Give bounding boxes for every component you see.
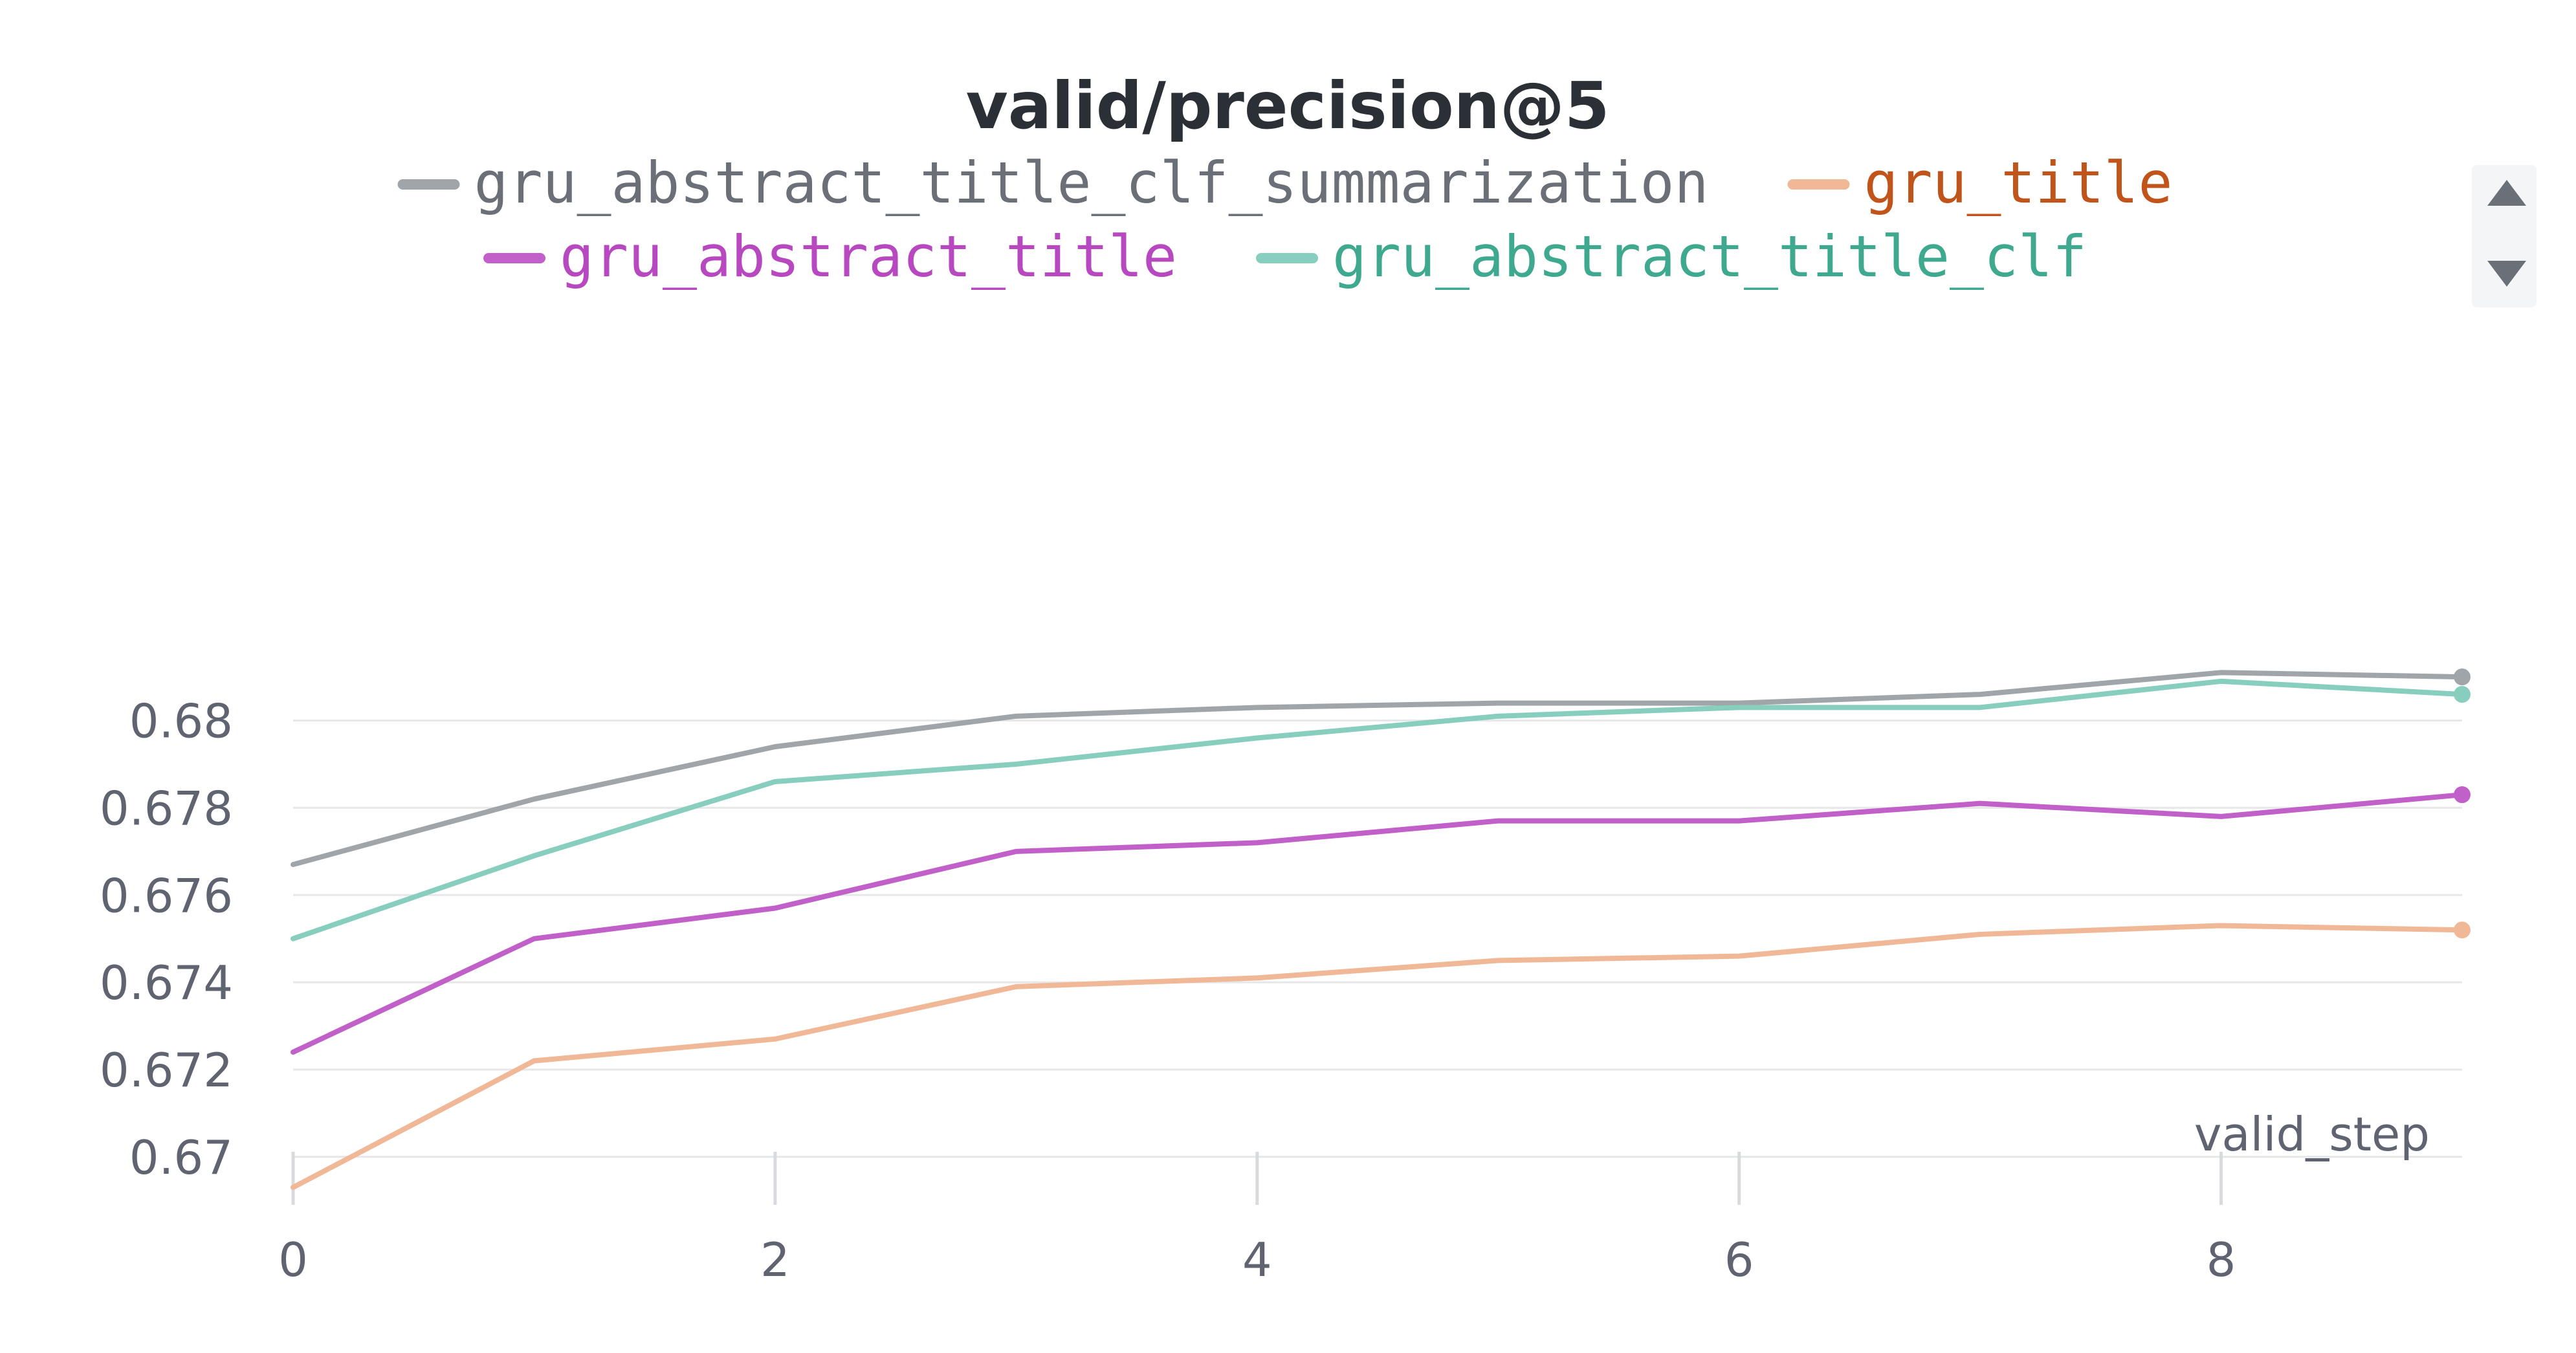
x-tick-label: 6 (1724, 1233, 1754, 1287)
legend-item[interactable]: gru_abstract_title_clf_summarization (397, 149, 1709, 216)
legend-item[interactable]: gru_title (1787, 149, 2173, 216)
y-tick-label: 0.676 (100, 868, 233, 923)
y-tick-label: 0.67 (129, 1130, 233, 1185)
x-axis-tick-labels: 0 2 4 6 8 (278, 1233, 2236, 1287)
legend-label: gru_abstract_title (560, 223, 1177, 290)
y-tick-label: 0.678 (100, 781, 233, 835)
legend-label: gru_abstract_title_clf_summarization (474, 149, 1709, 216)
series-end-marker (2454, 686, 2471, 703)
legend: gru_abstract_title_clf_summarization gru_… (397, 149, 2173, 290)
series-end-marker (2454, 921, 2471, 939)
triangle-down-icon[interactable] (2487, 261, 2526, 287)
series-end-marker (2454, 668, 2471, 686)
x-tick-label: 0 (278, 1233, 308, 1287)
series-line (291, 792, 2465, 1055)
y-tick-label: 0.672 (100, 1043, 233, 1097)
x-tick-label: 8 (2207, 1233, 2236, 1287)
series-line (291, 670, 2465, 868)
legend-item[interactable]: gru_abstract_title (483, 223, 1177, 290)
series-end-marker (2454, 786, 2471, 804)
grid-lines (293, 720, 2462, 1158)
y-tick-label: 0.674 (100, 956, 233, 1010)
x-tick-marks (291, 1152, 2223, 1205)
triangle-up-icon[interactable] (2487, 180, 2526, 206)
x-axis-title: valid_step (2194, 1107, 2430, 1161)
legend-label: gru_abstract_title_clf (1332, 223, 2087, 290)
x-tick-label: 2 (760, 1233, 790, 1287)
y-tick-label: 0.68 (129, 694, 233, 749)
series-line (291, 678, 2465, 941)
legend-item[interactable]: gru_abstract_title_clf (1256, 223, 2087, 290)
legend-label: gru_title (1864, 149, 2173, 216)
y-axis-tick-labels: 0.67 0.672 0.674 0.676 0.678 0.68 (100, 694, 233, 1185)
series-lines (291, 668, 2471, 1190)
series-line (291, 923, 2465, 1190)
legend-scroll-control[interactable] (2472, 165, 2537, 307)
x-tick-label: 4 (1242, 1233, 1272, 1287)
chart-title: valid/precision@5 (966, 68, 1610, 144)
